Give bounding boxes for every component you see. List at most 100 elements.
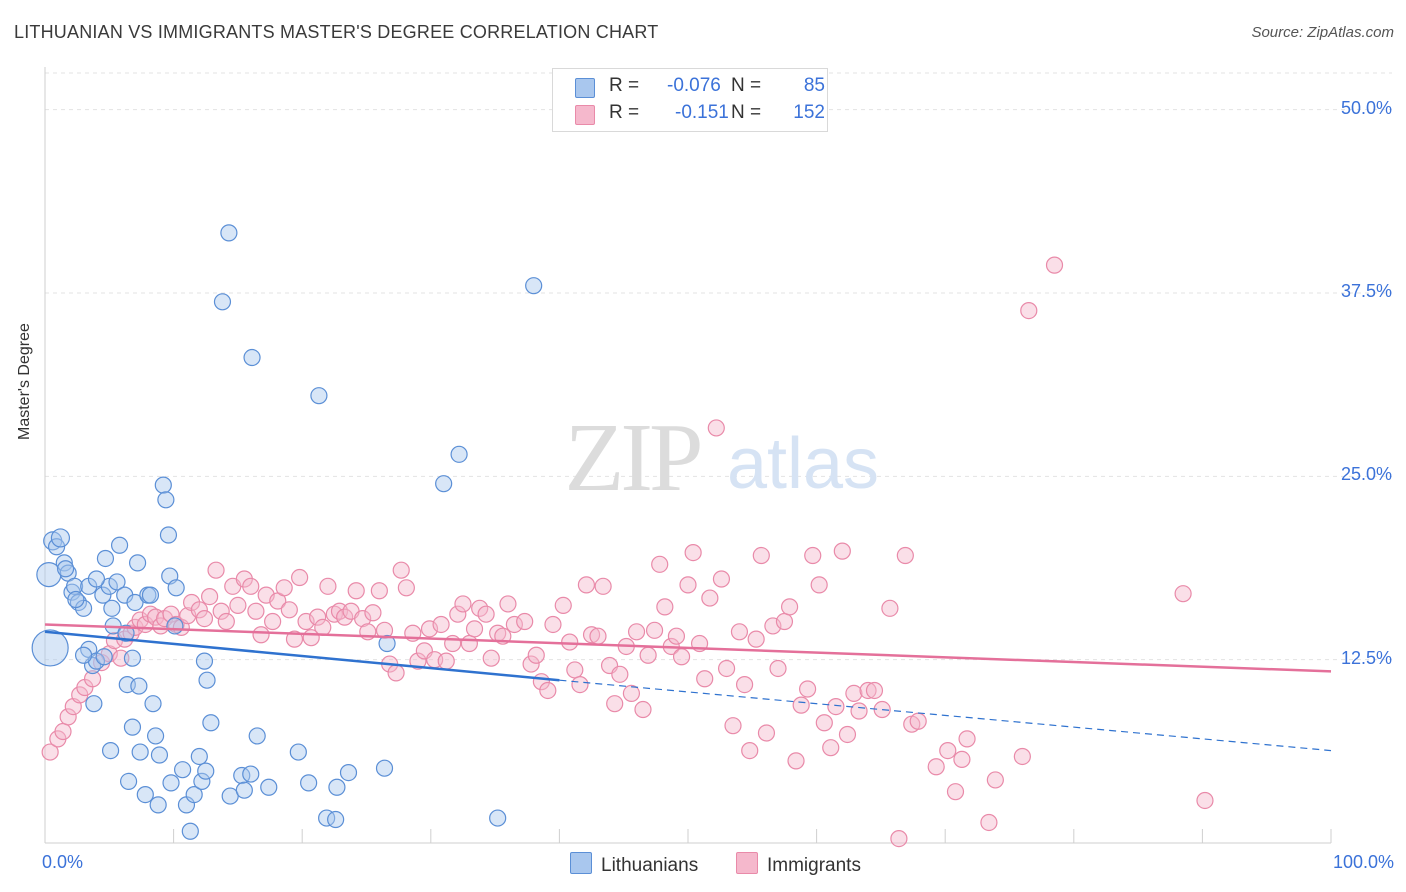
immigrants-point	[59, 708, 77, 726]
lithuanians-point	[154, 476, 172, 494]
immigrants-point	[798, 680, 817, 698]
lithuanians-point	[157, 491, 175, 509]
immigrants-point	[707, 419, 725, 437]
immigrants-point	[810, 576, 828, 594]
immigrants-point	[645, 621, 664, 639]
watermark-atlas: atlas	[727, 424, 879, 504]
chart-title: LITHUANIAN VS IMMIGRANTS MASTER'S DEGREE…	[14, 22, 659, 42]
immigrants-point	[544, 615, 562, 634]
lithuanians-point	[117, 624, 135, 642]
lithuanians-point	[123, 649, 142, 667]
lithuanians-point	[159, 526, 178, 544]
lithuanians-point	[65, 577, 84, 595]
immigrants-point	[679, 576, 697, 594]
legend-swatch-immigrants	[575, 105, 595, 125]
immigrants-point	[325, 605, 343, 623]
lithuanians-point	[123, 718, 142, 736]
lithuanians-point	[56, 560, 75, 578]
immigrants-point	[822, 739, 840, 757]
lithuanians-trend-line	[44, 630, 560, 682]
immigrants-point	[582, 626, 601, 644]
immigrants-point	[375, 621, 394, 639]
immigrants-point	[656, 598, 674, 616]
immigrants-point	[622, 684, 641, 703]
axes	[44, 67, 1332, 844]
lithuanians-point	[136, 785, 154, 804]
watermark-zip: ZIP	[565, 404, 700, 512]
immigrants-point	[370, 582, 388, 600]
legend-swatch-lithuanians	[575, 78, 595, 98]
lithuanians-point	[110, 536, 129, 554]
immigrants-point	[881, 599, 899, 617]
lithuanians-point	[150, 746, 169, 764]
immigrants-point	[252, 626, 270, 644]
immigrants-point	[83, 670, 102, 688]
immigrants-point	[314, 618, 332, 637]
immigrants-point	[980, 813, 998, 832]
immigrants-point	[627, 623, 646, 641]
immigrants-point	[815, 714, 833, 732]
lithuanians-point	[310, 387, 328, 405]
immigrants-point	[792, 696, 810, 714]
lithuanians-point	[339, 763, 358, 782]
legend-n-label: N =	[731, 102, 762, 123]
lithuanians-point	[185, 785, 203, 804]
y-tick-label: 37.5%	[1340, 281, 1392, 301]
immigrants-point	[454, 595, 472, 613]
immigrants-point	[1020, 302, 1038, 320]
lithuanians-point	[375, 759, 394, 777]
immigrants-point	[845, 684, 863, 703]
immigrants-point	[477, 605, 495, 623]
immigrants-point	[747, 630, 765, 648]
lithuanians-point	[248, 727, 266, 745]
immigrants-point	[291, 568, 309, 587]
immigrants-point	[482, 649, 500, 667]
immigrants-point	[838, 725, 857, 744]
lithuanians-point	[141, 586, 160, 604]
lithuanians-point	[181, 822, 199, 840]
immigrants-point	[437, 652, 455, 670]
immigrants-point	[859, 681, 877, 700]
lithuanians-point	[327, 810, 345, 829]
legend-n-value: 85	[803, 75, 825, 96]
bottom-legend-immigrants[interactable]: Immigrants	[736, 852, 861, 877]
lithuanians-point	[87, 570, 106, 588]
immigrants-point	[319, 577, 337, 595]
lithuanians-point	[220, 224, 238, 242]
watermark: ZIP atlas	[565, 404, 880, 512]
immigrants-point	[696, 670, 714, 688]
immigrants-point	[684, 543, 702, 562]
immigrants-point	[465, 620, 484, 638]
legend-r-label: R =	[609, 102, 640, 123]
immigrants-point	[639, 646, 657, 664]
lithuanians-point	[328, 778, 346, 796]
lithuanians-point	[119, 772, 138, 791]
bottom-legend-label-lithuanians: Lithuanians	[601, 855, 699, 876]
lithuanians-point	[108, 573, 126, 591]
immigrants-point	[986, 771, 1004, 789]
immigrants-point	[280, 601, 298, 619]
lithuanians-point	[94, 586, 112, 604]
immigrants-point	[347, 582, 365, 600]
immigrants-point	[667, 627, 686, 645]
immigrants-point	[516, 612, 534, 631]
immigrants-point	[606, 695, 624, 713]
immigrants-point	[432, 615, 450, 634]
lithuanians-point	[50, 528, 71, 548]
immigrants-point	[775, 612, 794, 631]
immigrants-point	[285, 630, 304, 648]
immigrants-point	[364, 604, 382, 622]
bottom-legend-swatch-immigrants	[736, 852, 758, 874]
bottom-legend-lithuanians[interactable]: Lithuanians	[570, 852, 698, 877]
lithuanians-point	[101, 741, 120, 760]
immigrants-point	[229, 596, 247, 615]
lithuanians-point	[213, 293, 232, 311]
immigrants-point	[275, 579, 293, 597]
immigrants-point	[890, 829, 908, 848]
immigrants-point	[217, 612, 235, 631]
lithuanians-point	[195, 652, 214, 670]
immigrants-point	[449, 605, 467, 623]
immigrants-point	[577, 576, 596, 594]
legend-r-value: -0.076	[667, 75, 721, 96]
